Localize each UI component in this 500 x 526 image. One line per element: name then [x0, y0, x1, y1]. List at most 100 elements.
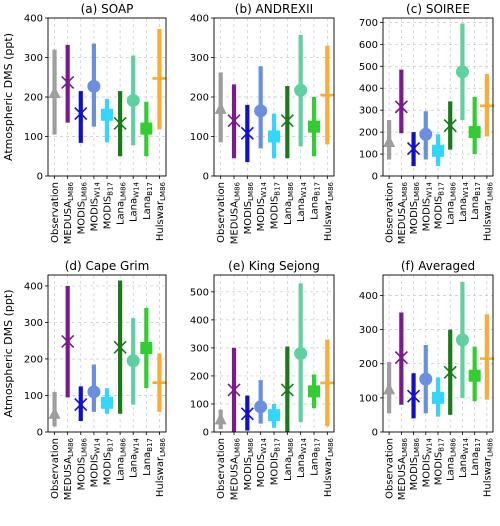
mean-marker-8: [320, 375, 335, 390]
x-tick-label-7: LanaB17: [142, 438, 154, 476]
x-tick-label-8: HulswarLM86: [155, 181, 167, 241]
mean-marker-3: [87, 79, 101, 93]
x-tick-label-2: MODISLM86: [409, 437, 421, 490]
x-tick-label-subscript-2: LM86: [413, 437, 421, 456]
y-tick-label-1: 100: [24, 132, 43, 143]
x-tick-label-subscript-1: LM86: [234, 181, 242, 200]
y-tick-label-0: 0: [372, 428, 378, 439]
mean-marker-4: [101, 108, 113, 121]
mean-marker-4: [268, 130, 280, 143]
y-tick-label-6: 600: [359, 40, 378, 51]
mean-marker-7: [308, 120, 320, 133]
x-tick-label-subscript-8: LM86: [159, 181, 167, 200]
chart-title: (b) ANDREXII: [235, 2, 313, 16]
x-tick-label-2: MODISLM86: [76, 437, 88, 490]
mean-marker-3: [419, 127, 433, 141]
mean-marker-5: [443, 365, 457, 379]
x-tick-label-subscript-8: LM86: [486, 181, 494, 200]
y-tick-label-5: 500: [359, 62, 378, 73]
mean-marker-0: [214, 412, 227, 425]
x-tick-label-7: LanaB17: [142, 182, 154, 220]
mean-marker-4: [432, 391, 444, 404]
plot-frame: [382, 17, 494, 177]
mean-marker-8: [479, 351, 494, 366]
mean-marker-3: [254, 400, 268, 414]
y-tick-label-0: 0: [37, 428, 43, 439]
mean-marker-5: [443, 118, 457, 133]
x-tick-label-1: MEDUSALM86: [63, 181, 75, 244]
chart-title: (f) Averaged: [401, 259, 475, 273]
mean-marker-7: [308, 385, 320, 398]
mean-marker-7: [468, 126, 481, 139]
x-tick-label-8: HulswarLM86: [323, 437, 335, 497]
x-tick-label-4: MODISB17: [103, 182, 115, 229]
x-tick-label-2: MODISLM86: [243, 181, 255, 234]
x-tick-label-subscript-2: LM86: [80, 437, 88, 456]
chart-title: (c) SOIREE: [406, 2, 470, 16]
x-tick-label-1: MEDUSALM86: [230, 437, 242, 500]
x-tick-label-subscript-6: W14: [133, 181, 141, 197]
x-tick-label-subscript-3: W14: [260, 181, 268, 197]
x-tick-label-subscript-5: LM86: [120, 437, 128, 456]
y-tick-label-3: 300: [190, 53, 209, 64]
x-tick-label-subscript-7: B17: [314, 438, 322, 452]
mean-marker-0: [48, 406, 61, 419]
x-tick-label-subscript-5: LM86: [450, 181, 458, 200]
x-tick-label-1: MEDUSALM86: [397, 437, 409, 500]
y-tick-label-4: 400: [24, 14, 43, 25]
x-tick-label-subscript-5: LM86: [287, 181, 295, 200]
x-tick-label-2: MODISLM86: [76, 181, 88, 234]
y-tick-label-4: 400: [190, 315, 209, 326]
x-tick-label-6: LanaW14: [296, 437, 308, 478]
x-tick-label-subscript-4: B17: [438, 182, 446, 196]
y-tick-label-1: 100: [359, 150, 378, 161]
x-tick-label-subscript-8: LM86: [327, 437, 335, 456]
x-tick-label-6: LanaW14: [129, 181, 141, 222]
x-tick-label-4: MODISB17: [434, 438, 446, 485]
x-tick-label-subscript-6: W14: [300, 437, 308, 453]
y-tick-label-2: 200: [24, 354, 43, 365]
mean-marker-2: [74, 107, 88, 121]
x-tick-label-5: LanaLM86: [283, 181, 295, 225]
y-tick-label-2: 200: [24, 93, 43, 104]
x-tick-label-subscript-3: W14: [425, 437, 433, 453]
x-tick-label-7: LanaB17: [470, 438, 482, 476]
x-tick-label-4: MODISB17: [270, 182, 282, 229]
mean-marker-6: [126, 354, 140, 368]
mean-marker-1: [61, 75, 75, 89]
x-tick-label-8: HulswarLM86: [482, 437, 494, 497]
mean-marker-8: [152, 375, 167, 390]
x-tick-label-subscript-1: LM86: [401, 437, 409, 456]
chart-panel-2: 0 100 200 300 400 Observation MEDUSALM86MODISL…: [190, 2, 335, 244]
x-tick-label-1: MEDUSALM86: [397, 181, 409, 244]
y-tick-label-4: 400: [359, 291, 378, 302]
y-tick-label-4: 400: [24, 281, 43, 292]
x-tick-label-subscript-7: B17: [314, 182, 322, 196]
mean-marker-0: [214, 101, 227, 114]
y-tick-label-2: 200: [359, 128, 378, 139]
x-tick-label-3: MODISW14: [89, 437, 101, 487]
mean-marker-4: [101, 396, 113, 409]
y-tick-label-1: 100: [190, 132, 209, 143]
mean-marker-4: [268, 409, 280, 422]
plot-frame: [47, 274, 167, 433]
y-tick-label-1: 100: [24, 391, 43, 402]
chart-panel-6: 0 100 200 300 400 Observation MEDUSALM86MODISL…: [359, 259, 494, 500]
mean-marker-2: [406, 389, 421, 403]
chart-title: (d) Cape Grim: [65, 259, 150, 273]
x-tick-label-subscript-3: W14: [93, 437, 101, 453]
y-tick-label-2: 200: [359, 359, 378, 370]
x-tick-label-subscript-5: LM86: [120, 181, 128, 200]
x-tick-label-7: LanaB17: [310, 438, 322, 476]
x-tick-label-0: Observation: [385, 182, 396, 243]
y-tick-label-1: 100: [190, 399, 209, 410]
mean-marker-8: [479, 98, 494, 113]
y-tick-label-3: 300: [24, 53, 43, 64]
mean-marker-1: [227, 114, 241, 128]
x-tick-label-0: Observation: [216, 182, 227, 243]
x-tick-label-6: LanaW14: [458, 181, 470, 222]
x-tick-label-subscript-4: B17: [274, 438, 282, 452]
y-tick-label-2: 200: [190, 371, 209, 382]
mean-marker-5: [280, 114, 294, 128]
